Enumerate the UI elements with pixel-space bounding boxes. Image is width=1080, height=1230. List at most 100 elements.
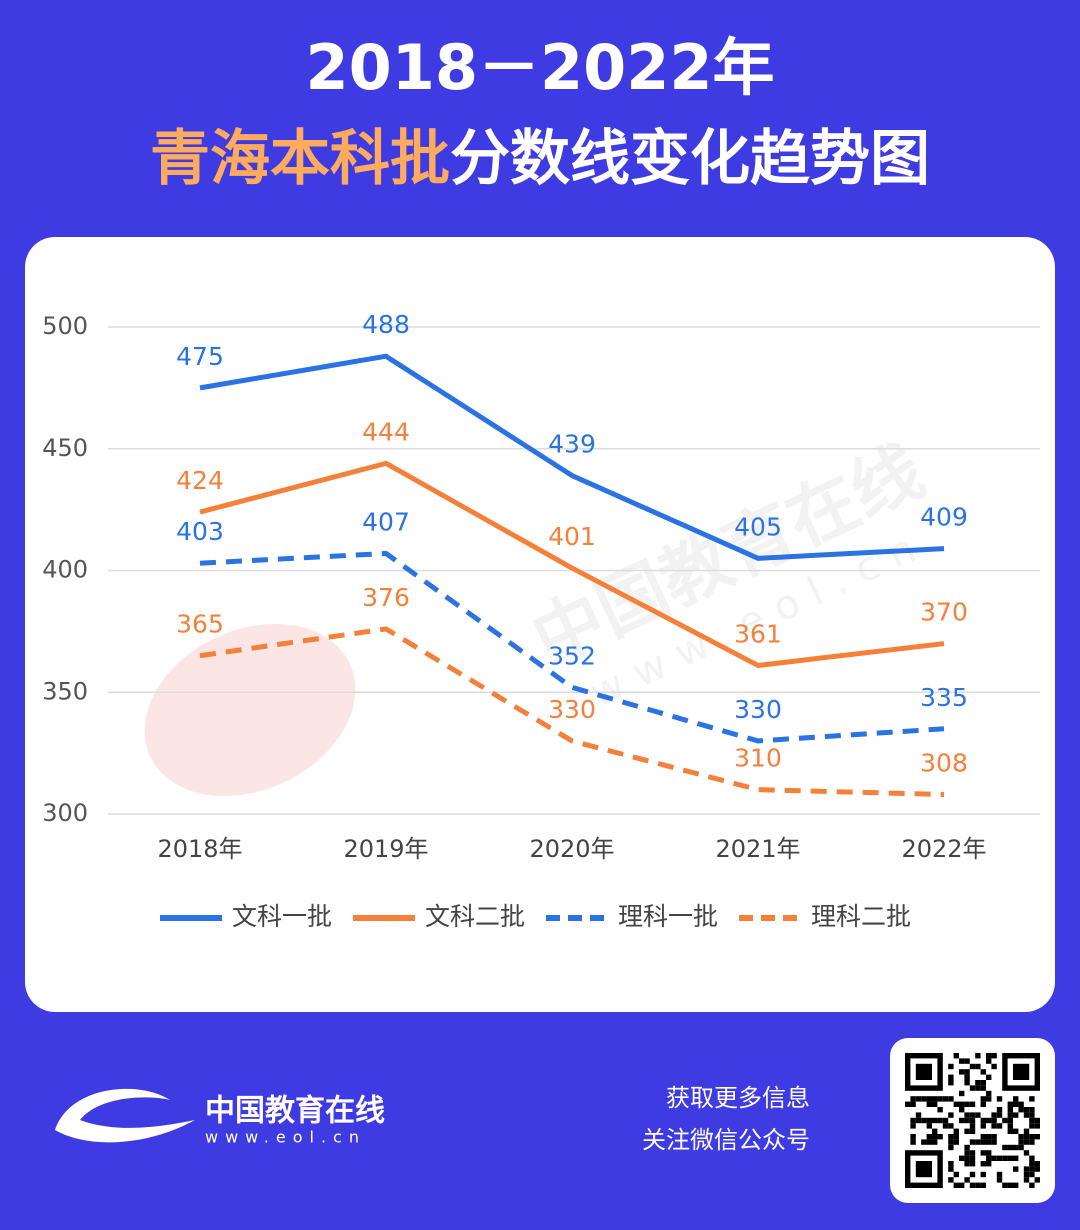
qr-module [942,1117,949,1124]
qr-module [964,1161,970,1167]
watermark-logo [144,623,356,797]
qr-module [1013,1128,1019,1134]
qr-module [996,1177,1003,1183]
qr-module [975,1182,981,1188]
qr-module [1034,1134,1040,1140]
qr-module [926,1096,932,1102]
qr-module [926,1139,932,1145]
logo-swoosh [55,1088,195,1143]
qr-module [1029,1161,1035,1167]
qr-module [969,1155,976,1161]
qr-module [1013,1096,1019,1102]
series-line [199,626,945,798]
qr-module [1007,1117,1013,1124]
qr-module [1018,1134,1024,1140]
qr-module [996,1107,1003,1113]
qr-module [1002,1117,1008,1124]
qr-module [948,1139,954,1145]
qr-module [1018,1107,1024,1113]
value-label: 475 [176,342,224,371]
value-label: 401 [548,522,596,551]
qr-module [926,1117,932,1124]
value-label: 403 [176,517,224,546]
qr-module [1018,1139,1024,1145]
qr-module [1007,1107,1013,1113]
qr-module [1013,1166,1019,1172]
y-tick-label: 350 [42,677,88,705]
qr-module [980,1101,986,1107]
qr-module [975,1080,981,1086]
qr-module [991,1063,997,1070]
qr-module [932,1101,938,1107]
qr-module [964,1101,970,1107]
qr-module [959,1058,965,1064]
qr-module [969,1112,976,1118]
qr-module [1018,1101,1024,1107]
qr-module [975,1085,981,1091]
qr-module [948,1080,954,1086]
qr-module [948,1063,954,1070]
qr-module [948,1161,954,1167]
x-tick-label: 2018年 [157,835,242,863]
qr-module [1029,1107,1035,1113]
qr-module [953,1182,959,1188]
qr-module [996,1096,1003,1102]
footer-line2: 关注微信公众号 [642,1126,810,1154]
value-label: 444 [362,417,410,446]
qr-module [948,1123,954,1129]
qr-finder [1013,1063,1030,1080]
qr-module [932,1134,938,1140]
qr-module [986,1074,992,1080]
qr-module [926,1101,932,1107]
qr-module [1023,1128,1030,1134]
qr-module [980,1069,986,1075]
qr-module [964,1112,970,1118]
qr-module [948,1177,954,1183]
qr-module [953,1139,959,1145]
qr-module [991,1112,997,1118]
title-rest: 分数线变化趋势图 [450,124,930,194]
qr-module [980,1123,986,1129]
qr-module [980,1080,986,1086]
qr-module [964,1058,970,1064]
qr-module [964,1144,970,1151]
qr-module [942,1123,949,1129]
qr-module [1029,1155,1035,1161]
qr-module [959,1101,965,1107]
qr-module [986,1096,992,1102]
qr-module [953,1134,959,1140]
qr-module [964,1155,970,1161]
qr-module [921,1096,927,1102]
qr-module [964,1150,970,1156]
qr-module [996,1155,1003,1161]
qr-finder [915,1161,932,1178]
qr-module [1029,1139,1035,1145]
qr-module [1023,1177,1030,1183]
footer-brand: 中国教育在线 [205,1094,385,1129]
qr-module [986,1058,992,1064]
qr-module [1029,1166,1035,1172]
qr-module [1007,1112,1013,1118]
qr-module [1034,1177,1040,1183]
value-label: 330 [734,695,782,724]
qr-module [964,1128,970,1134]
qr-module [986,1053,992,1059]
qr-module [910,1101,916,1107]
value-label: 361 [734,619,782,648]
series-line [199,353,945,561]
qr-module [932,1128,938,1134]
qr-module [986,1134,992,1140]
qr-module [1023,1107,1030,1113]
qr-module [1023,1150,1030,1156]
qr-module [975,1112,981,1118]
qr-module [1034,1123,1040,1129]
qr-module [932,1139,938,1145]
qr-module [980,1161,986,1167]
qr-module [948,1166,954,1172]
value-label: 352 [548,641,596,670]
qr-module [1023,1112,1030,1118]
qr-module [969,1063,976,1070]
qr-module [1007,1128,1013,1134]
legend-label: 理科二批 [811,902,911,931]
qr-module [1013,1112,1019,1118]
